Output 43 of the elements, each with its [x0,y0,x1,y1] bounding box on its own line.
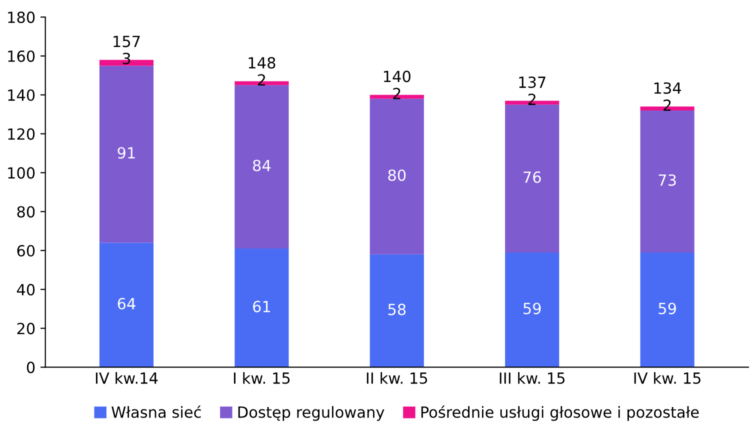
total-label: 140 [384,70,410,82]
x-tick-label: III kw. 15 [500,372,565,384]
data-label: 61 [253,300,270,312]
legend-label: Pośrednie usługi głosowe i pozostałe [421,405,699,421]
total-label: 148 [248,57,276,69]
legend-label: Własna sieć [112,405,201,418]
y-tick-label: 160 [8,50,35,62]
x-tick-label: II kw. 15 [366,372,428,384]
x-tick-label: IV kw.14 [96,372,158,384]
y-tick-label: 120 [8,128,35,140]
bar [370,254,424,368]
data-label: 59 [658,302,676,314]
total-label: 157 [114,36,140,48]
y-tick-label: 40 [16,284,35,296]
data-label: 84 [253,160,271,172]
bar [640,110,694,252]
data-label: 59 [524,302,541,314]
bar [505,252,560,368]
y-tick-label: 0 [26,362,35,374]
x-tick-label: I kw. 15 [234,372,290,384]
data-label: 73 [658,174,676,186]
total-label: 134 [654,82,682,94]
data-label: 91 [118,147,135,159]
bar [234,248,289,368]
y-tick-label: 60 [17,244,35,257]
bar [234,85,289,249]
bar [99,242,154,368]
y-tick-label: 100 [8,167,35,179]
y-tick-label: 140 [8,89,35,101]
bar [370,98,424,254]
bar [640,252,694,368]
data-label: 80 [388,169,406,182]
data-label: 58 [388,304,406,316]
y-tick-label: 20 [17,322,35,334]
x-tick-label: IV kw. 15 [634,372,700,384]
data-label: 64 [118,298,136,310]
bar [99,66,154,243]
legend-label: Dostęp regulowany [238,406,384,421]
y-tick-label: 80 [17,206,35,218]
bar [505,104,560,252]
y-tick-label: 180 [8,12,35,24]
total-label: 137 [519,76,546,88]
data-label: 76 [524,171,541,183]
